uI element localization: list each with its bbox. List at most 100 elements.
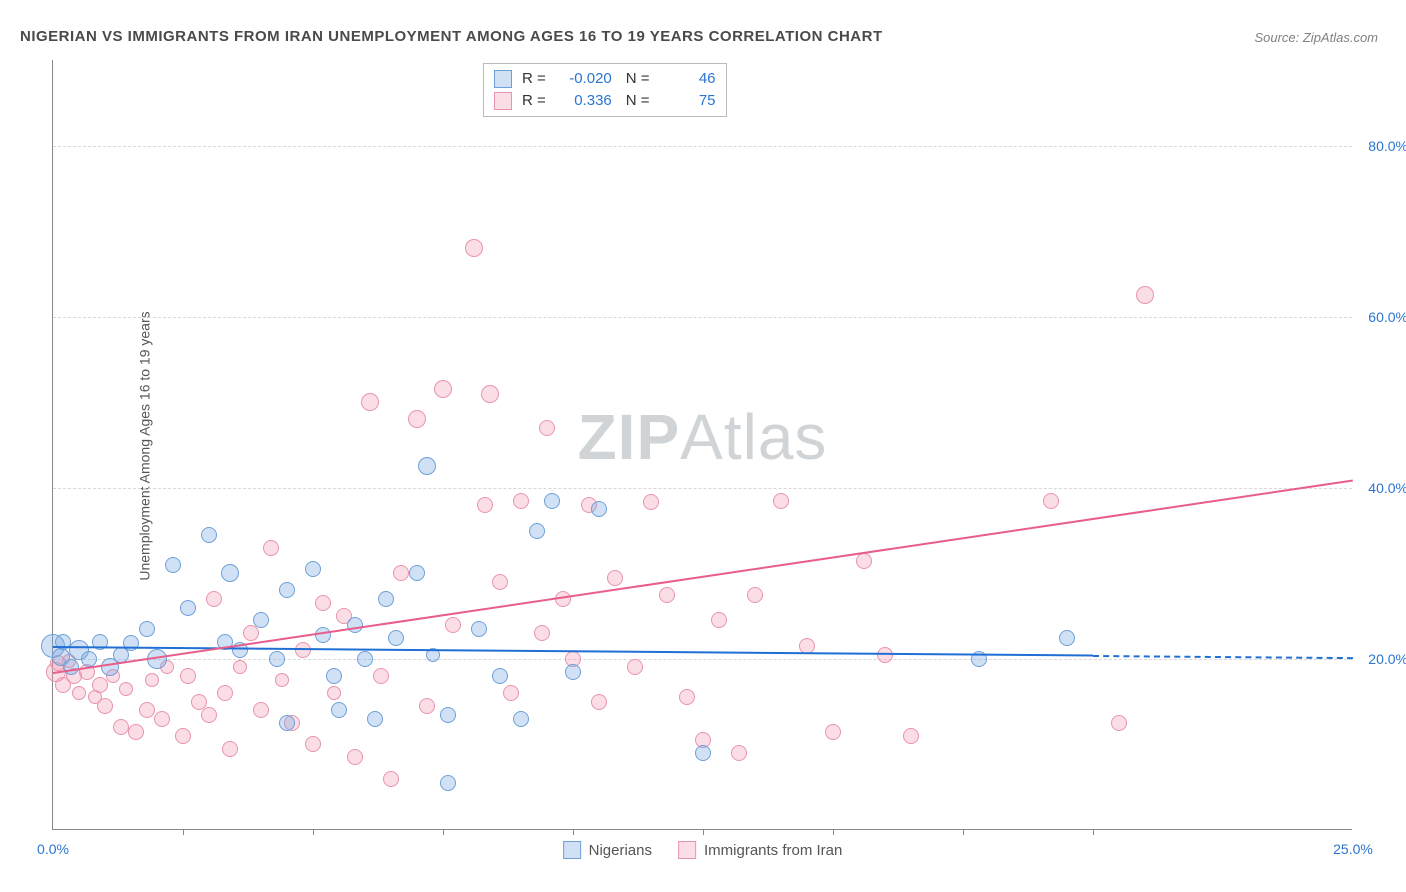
data-point-pink: [773, 493, 789, 509]
legend-label-iran: Immigrants from Iran: [704, 842, 842, 859]
ytick-label: 60.0%: [1368, 309, 1406, 325]
data-point-pink: [206, 591, 222, 607]
data-point-pink: [233, 660, 247, 674]
data-point-pink: [253, 702, 269, 718]
data-point-blue: [357, 651, 373, 667]
data-point-pink: [373, 668, 389, 684]
ytick-label: 80.0%: [1368, 138, 1406, 154]
data-point-pink: [659, 587, 675, 603]
data-point-pink: [347, 749, 363, 765]
data-point-pink: [481, 385, 499, 403]
swatch-pink-icon: [494, 92, 512, 110]
data-point-pink: [154, 711, 170, 727]
trendline-pink: [53, 479, 1353, 673]
gridline: [53, 659, 1352, 660]
data-point-pink: [275, 673, 289, 687]
data-point-pink: [305, 736, 321, 752]
data-point-pink: [315, 595, 331, 611]
series-legend: Nigerians Immigrants from Iran: [563, 841, 843, 859]
data-point-pink: [243, 625, 259, 641]
ytick-label: 20.0%: [1368, 651, 1406, 667]
gridline: [53, 146, 1352, 147]
data-point-blue: [1059, 630, 1075, 646]
data-point-blue: [331, 702, 347, 718]
data-point-pink: [92, 677, 108, 693]
data-point-blue: [165, 557, 181, 573]
n-value-blue: 46: [660, 68, 716, 90]
data-point-blue: [326, 668, 342, 684]
data-point-pink: [175, 728, 191, 744]
xtick: [1093, 829, 1094, 835]
xtick: [963, 829, 964, 835]
data-point-pink: [222, 741, 238, 757]
data-point-pink: [445, 617, 461, 633]
swatch-pink-icon: [678, 841, 696, 859]
xtick: [703, 829, 704, 835]
data-point-pink: [128, 724, 144, 740]
data-point-pink: [477, 497, 493, 513]
data-point-pink: [201, 707, 217, 723]
data-point-blue: [221, 564, 239, 582]
data-point-pink: [383, 771, 399, 787]
data-point-blue: [201, 527, 217, 543]
data-point-pink: [72, 686, 86, 700]
r-value-blue: -0.020: [556, 68, 612, 90]
data-point-blue: [139, 621, 155, 637]
data-point-blue: [253, 612, 269, 628]
data-point-pink: [139, 702, 155, 718]
n-label: N =: [626, 90, 650, 112]
xtick-label-left: 0.0%: [37, 841, 69, 857]
data-point-pink: [180, 668, 196, 684]
gridline: [53, 488, 1352, 489]
swatch-blue-icon: [563, 841, 581, 859]
legend-label-nigerians: Nigerians: [589, 842, 652, 859]
correlation-legend: R = -0.020 N = 46 R = 0.336 N = 75: [483, 63, 727, 117]
data-point-blue: [279, 715, 295, 731]
data-point-pink: [534, 625, 550, 641]
data-point-pink: [295, 642, 311, 658]
data-point-pink: [217, 685, 233, 701]
gridline: [53, 317, 1352, 318]
data-point-blue: [315, 627, 331, 643]
xtick-label-right: 25.0%: [1333, 841, 1373, 857]
data-point-pink: [263, 540, 279, 556]
data-point-pink: [1136, 286, 1154, 304]
data-point-blue: [378, 591, 394, 607]
data-point-blue: [513, 711, 529, 727]
data-point-pink: [903, 728, 919, 744]
legend-row-blue: R = -0.020 N = 46: [494, 68, 716, 90]
r-label: R =: [522, 68, 546, 90]
xtick: [573, 829, 574, 835]
data-point-blue: [269, 651, 285, 667]
legend-item-nigerians: Nigerians: [563, 841, 652, 859]
data-point-blue: [347, 617, 363, 633]
data-point-pink: [643, 494, 659, 510]
data-point-pink: [145, 673, 159, 687]
data-point-blue: [591, 501, 607, 517]
xtick: [443, 829, 444, 835]
data-point-pink: [113, 719, 129, 735]
data-point-pink: [119, 682, 133, 696]
data-point-pink: [539, 420, 555, 436]
data-point-pink: [327, 686, 341, 700]
watermark-bold: ZIP: [578, 401, 681, 473]
data-point-blue: [388, 630, 404, 646]
n-value-pink: 75: [660, 90, 716, 112]
data-point-blue: [409, 565, 425, 581]
data-point-blue: [279, 582, 295, 598]
data-point-pink: [97, 698, 113, 714]
xtick: [183, 829, 184, 835]
data-point-pink: [825, 724, 841, 740]
data-point-pink: [513, 493, 529, 509]
data-point-pink: [679, 689, 695, 705]
data-point-pink: [492, 574, 508, 590]
swatch-blue-icon: [494, 70, 512, 88]
data-point-pink: [1043, 493, 1059, 509]
data-point-pink: [1111, 715, 1127, 731]
data-point-pink: [627, 659, 643, 675]
data-point-pink: [591, 694, 607, 710]
data-point-pink: [419, 698, 435, 714]
data-point-blue: [544, 493, 560, 509]
plot-area: ZIPAtlas R = -0.020 N = 46 R = 0.336 N =…: [52, 60, 1352, 830]
legend-item-iran: Immigrants from Iran: [678, 841, 842, 859]
